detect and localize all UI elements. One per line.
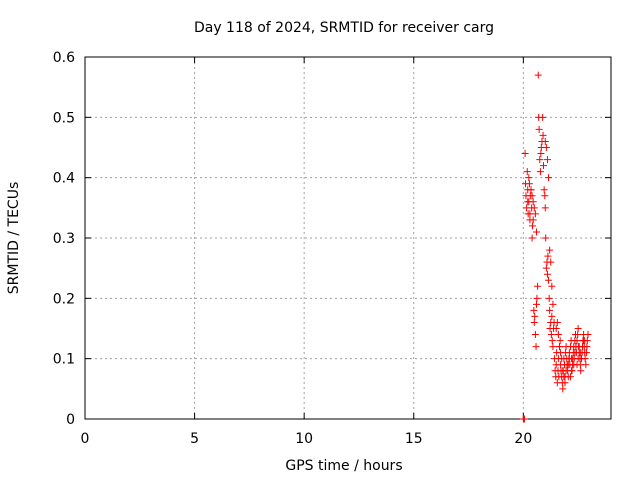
y-tick-label: 0.1 bbox=[53, 352, 75, 368]
data-point bbox=[534, 282, 542, 290]
data-point bbox=[536, 168, 544, 176]
data-point bbox=[553, 318, 561, 326]
data-point bbox=[577, 355, 585, 363]
x-tick-label: 10 bbox=[295, 431, 313, 447]
data-point bbox=[543, 270, 551, 278]
data-point bbox=[555, 343, 563, 351]
data-point bbox=[582, 349, 590, 357]
plot-area-frame bbox=[84, 56, 612, 420]
grid bbox=[85, 57, 611, 419]
data-point bbox=[573, 361, 581, 369]
data-point bbox=[561, 379, 569, 387]
y-tick-label: 0.5 bbox=[53, 110, 75, 126]
data-point bbox=[528, 234, 536, 242]
data-point bbox=[580, 337, 588, 345]
tick-labels: 0 5 10 15 20 0 0.1 0.2 0.3 0.4 0.5 0.6 bbox=[53, 50, 533, 447]
data-point bbox=[530, 306, 538, 314]
data-point bbox=[534, 71, 542, 79]
data-point bbox=[541, 137, 549, 145]
x-axis-label: GPS time / hours bbox=[285, 458, 402, 474]
data-point bbox=[552, 325, 560, 332]
data-point bbox=[528, 192, 536, 200]
data-point bbox=[556, 337, 564, 345]
data-point bbox=[542, 144, 550, 151]
data-point bbox=[542, 234, 550, 242]
data-point bbox=[539, 162, 547, 170]
data-point bbox=[539, 113, 547, 121]
data-point bbox=[575, 343, 583, 351]
data-point bbox=[531, 312, 539, 320]
y-tick-label: 0.6 bbox=[53, 50, 75, 66]
data-point bbox=[532, 300, 540, 308]
data-point bbox=[535, 125, 543, 133]
data-point bbox=[584, 331, 592, 339]
data-point bbox=[521, 150, 529, 158]
data-point bbox=[560, 373, 568, 381]
data-point bbox=[564, 361, 572, 369]
data-point bbox=[532, 228, 540, 236]
data-point bbox=[558, 355, 566, 363]
data-point bbox=[530, 204, 538, 212]
data-point bbox=[557, 349, 565, 357]
data-point bbox=[566, 373, 574, 381]
data-point bbox=[541, 192, 549, 200]
data-point bbox=[559, 385, 567, 393]
data-point bbox=[529, 222, 537, 230]
y-axis-label: SRMTID / TECUs bbox=[6, 182, 22, 295]
data-point bbox=[544, 252, 552, 260]
data-point bbox=[549, 343, 557, 351]
data-point bbox=[531, 331, 539, 339]
data-point bbox=[548, 312, 556, 320]
y-tick-label: 0.2 bbox=[53, 291, 75, 307]
data-point bbox=[529, 216, 537, 224]
data-point bbox=[574, 331, 582, 339]
data-point bbox=[530, 318, 538, 326]
data-point bbox=[524, 198, 532, 206]
data-point bbox=[562, 367, 570, 375]
data-point bbox=[533, 294, 541, 302]
data-point bbox=[543, 156, 551, 164]
data-point bbox=[545, 276, 553, 284]
data-point bbox=[546, 306, 554, 314]
data-point bbox=[582, 361, 590, 369]
data-point bbox=[549, 300, 557, 308]
data-point bbox=[520, 415, 528, 423]
y-tick-label: 0.4 bbox=[53, 171, 75, 187]
data-point bbox=[542, 264, 550, 272]
data-point bbox=[540, 186, 548, 194]
chart-title: Day 118 of 2024, SRMTID for receiver car… bbox=[194, 20, 494, 36]
x-tick-label: 5 bbox=[190, 431, 199, 447]
data-point bbox=[541, 204, 549, 212]
data-point bbox=[548, 282, 556, 290]
data-point bbox=[548, 337, 556, 345]
data-point bbox=[569, 355, 577, 363]
x-tick-label: 0 bbox=[81, 431, 90, 447]
x-tick-label: 15 bbox=[405, 431, 423, 447]
data-point bbox=[525, 180, 533, 188]
data-point bbox=[545, 174, 553, 182]
data-point bbox=[546, 246, 554, 254]
data-point bbox=[539, 131, 547, 139]
data-point bbox=[554, 331, 562, 339]
data-point bbox=[573, 337, 581, 345]
data-point bbox=[525, 174, 533, 182]
data-point bbox=[574, 325, 582, 332]
data-point bbox=[547, 331, 555, 339]
data-point bbox=[536, 156, 544, 164]
data-points bbox=[519, 71, 592, 423]
data-point bbox=[547, 258, 555, 266]
data-point bbox=[545, 294, 553, 302]
y-tick-label: 0 bbox=[66, 412, 75, 428]
data-point bbox=[577, 367, 585, 375]
x-tick-label: 20 bbox=[514, 431, 532, 447]
data-point bbox=[537, 150, 545, 158]
data-point bbox=[531, 210, 539, 218]
data-point bbox=[532, 343, 540, 351]
data-point bbox=[523, 168, 531, 176]
data-point bbox=[527, 186, 535, 194]
data-point bbox=[571, 349, 579, 357]
y-tick-label: 0.3 bbox=[53, 231, 75, 247]
